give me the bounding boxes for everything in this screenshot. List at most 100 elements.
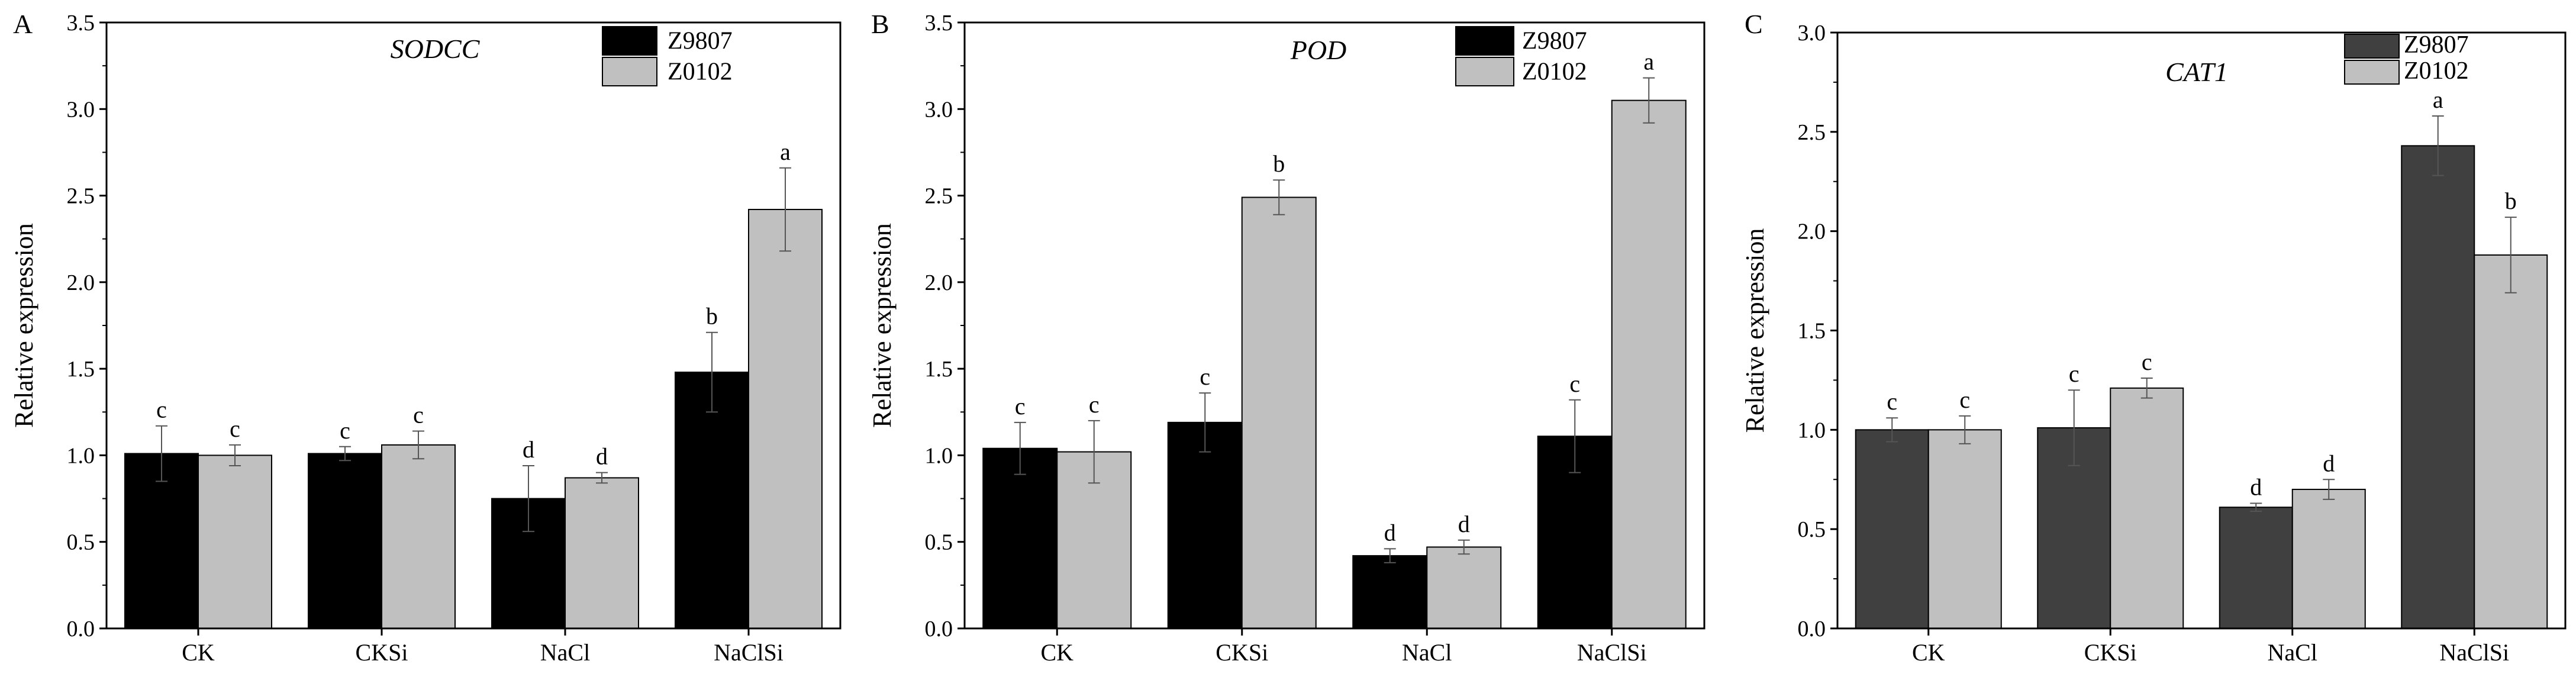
panel-letter: B — [871, 9, 889, 39]
chart-title: SODCC — [391, 34, 481, 64]
x-tick-label: NaClSi — [2439, 639, 2509, 666]
chart-title: CAT1 — [2165, 57, 2228, 87]
significance-letter: c — [230, 415, 240, 442]
significance-letter: c — [340, 417, 350, 444]
y-tick-label: 2.0 — [1798, 220, 1826, 244]
bar-z0102-nacl — [2291, 489, 2366, 629]
y-tick-label: 3.5 — [67, 11, 95, 36]
bar-z9807-nacl — [1352, 555, 1428, 629]
y-tick-label: 3.0 — [925, 97, 953, 122]
legend-swatch-z9807 — [602, 26, 657, 56]
legend-label: Z9807 — [1522, 27, 1587, 54]
y-tick-label: 0.0 — [925, 617, 953, 641]
legend-swatch-z9807 — [2344, 34, 2400, 59]
y-tick-label: 3.5 — [925, 11, 953, 36]
y-tick-label: 2.5 — [1798, 120, 1826, 145]
bar-z0102-naclsi — [748, 208, 823, 629]
y-tick-label: 1.0 — [67, 443, 95, 468]
x-tick-label: CKSi — [1216, 639, 1268, 666]
x-tick-label: NaClSi — [714, 639, 784, 666]
y-tick-label: 0.5 — [925, 530, 953, 555]
y-tick-label: 0.5 — [67, 530, 95, 555]
legend-swatch-z0102 — [2344, 60, 2400, 85]
bar-z0102-ck — [1927, 429, 2002, 629]
significance-letter: d — [2323, 450, 2335, 476]
bar-z0102-cksi — [381, 444, 456, 629]
significance-letter: d — [1384, 519, 1396, 546]
significance-letter: c — [1959, 386, 1970, 413]
significance-letter: c — [2069, 360, 2080, 387]
y-tick-label: 3.0 — [1798, 21, 1826, 46]
x-tick-label: CK — [1040, 639, 1073, 666]
bar-z0102-nacl — [565, 477, 639, 629]
bar-z0102-naclsi — [1611, 99, 1687, 629]
significance-letter: c — [1887, 388, 1897, 415]
x-tick-label: CK — [1912, 639, 1945, 666]
legend-label: Z9807 — [668, 27, 733, 54]
bar-z0102-cksi — [2110, 387, 2184, 629]
significance-letter: d — [2250, 474, 2262, 501]
y-tick-label: 2.5 — [67, 184, 95, 209]
bar-z9807-nacl — [2219, 507, 2293, 630]
bar-z9807-ck — [124, 453, 199, 629]
bar-z0102-ck — [198, 454, 272, 630]
x-tick-label: NaCl — [540, 639, 590, 666]
panel-letter: C — [1745, 9, 1763, 39]
y-tick-label: 1.5 — [1798, 319, 1826, 344]
y-tick-label: 0.0 — [67, 617, 95, 641]
panel-c: c c d a c c d b 0.0 0.5 1.0 1.5 2.0 2.5 3.0 CK CKSi NaCl N… — [1740, 9, 2567, 666]
bar-z0102-naclsi — [2474, 254, 2548, 629]
significance-letter: c — [413, 401, 424, 428]
y-tick-label: 2.0 — [925, 270, 953, 295]
bar-z0102-nacl — [1426, 546, 1502, 630]
bar-z9807-cksi — [308, 453, 382, 629]
y-axis-label: Relative expression — [1740, 228, 1769, 433]
y-tick-label: 1.0 — [925, 443, 953, 468]
x-tick-label: NaCl — [1402, 639, 1452, 666]
y-tick-label: 0.5 — [1798, 517, 1826, 542]
x-tick-label: CKSi — [2084, 639, 2137, 666]
y-tick-label: 2.5 — [925, 184, 953, 209]
x-tick-label: CK — [182, 639, 215, 666]
bar-z9807-ck — [1855, 429, 1929, 629]
significance-letter: b — [706, 303, 718, 330]
significance-letter: d — [523, 436, 534, 463]
bar-z9807-cksi — [1167, 421, 1243, 630]
significance-letter: d — [596, 443, 608, 470]
y-tick-label: 2.0 — [67, 270, 95, 295]
x-tick-label: CKSi — [356, 639, 408, 666]
y-tick-label: 1.5 — [925, 357, 953, 382]
x-tick-label: NaCl — [2268, 639, 2317, 666]
legend-swatch-z0102 — [602, 57, 657, 86]
significance-letter: b — [1273, 150, 1285, 177]
significance-letter: b — [2505, 188, 2517, 214]
bar-z9807-ck — [982, 447, 1058, 629]
chart-title: POD — [1290, 35, 1347, 65]
significance-letter: d — [1458, 511, 1470, 537]
significance-letter: a — [2433, 86, 2443, 113]
y-axis-label: Relative expression — [9, 223, 38, 428]
significance-letter: c — [1200, 363, 1210, 390]
significance-letter: c — [1089, 391, 1100, 418]
x-tick-label: NaClSi — [1577, 639, 1647, 666]
bar-z9807-naclsi — [2401, 145, 2475, 629]
legend-swatch-z0102 — [1455, 57, 1514, 86]
significance-letter: c — [1569, 370, 1580, 397]
y-axis-label: Relative expression — [868, 223, 897, 428]
legend: Z9807 Z0102 — [602, 26, 733, 86]
significance-letter: c — [156, 396, 167, 423]
significance-letter: c — [2142, 349, 2152, 375]
y-tick-label: 1.0 — [1798, 418, 1826, 443]
significance-letter: c — [1015, 393, 1026, 420]
legend-swatch-z9807 — [1455, 26, 1514, 56]
y-tick-label: 1.5 — [67, 357, 95, 382]
panel-b: c c d c c b d a 0.0 0.5 1.0 1.5 2.0 2.5 3.0 3.5 CK CKSi Na… — [868, 9, 1705, 666]
legend-label: Z0102 — [2404, 57, 2469, 85]
legend-label: Z0102 — [668, 58, 733, 85]
significance-letter: a — [780, 138, 791, 165]
panel-a: c c d b c c d a 0.0 0.5 1.0 1.5 2.0 2.5 3.0 3.5 CK CKSi Na… — [9, 9, 842, 666]
bar-z0102-cksi — [1241, 196, 1317, 629]
